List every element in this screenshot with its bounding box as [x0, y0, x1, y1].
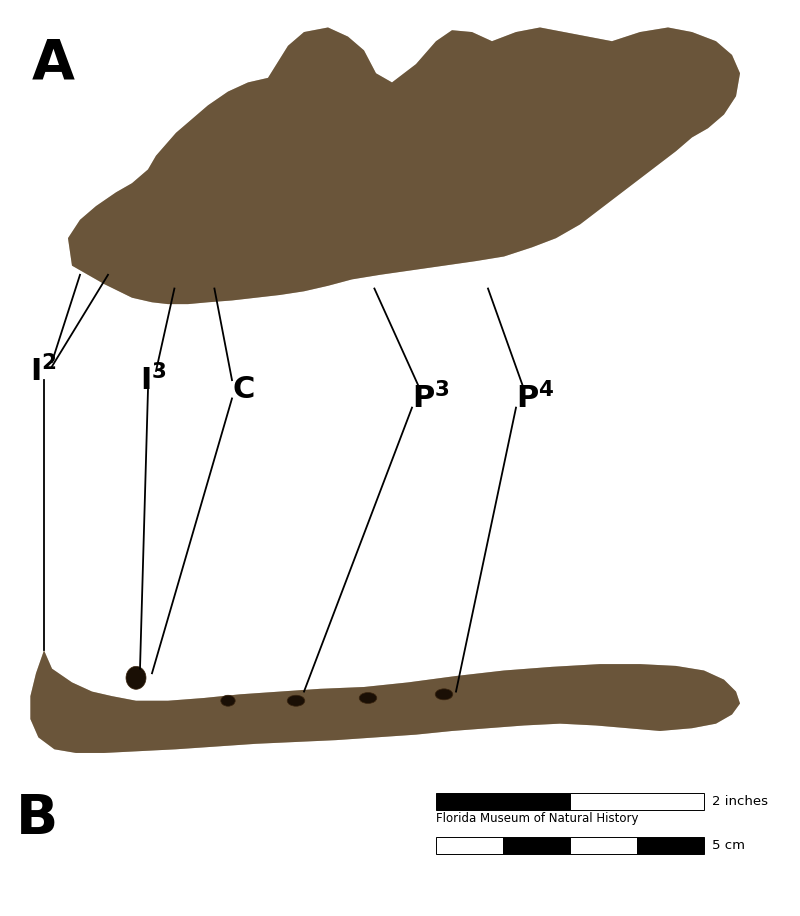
Text: $\mathbf{P}^{\mathbf{3}}$: $\mathbf{P}^{\mathbf{3}}$	[412, 382, 450, 415]
Polygon shape	[68, 27, 740, 304]
Bar	[436, 793, 570, 810]
Polygon shape	[68, 27, 740, 304]
Bar	[570, 837, 637, 854]
Bar	[436, 837, 503, 854]
Polygon shape	[30, 650, 740, 753]
Bar	[637, 837, 704, 854]
Text: $\mathbf{C}$: $\mathbf{C}$	[232, 375, 254, 404]
Bar	[570, 793, 704, 810]
Polygon shape	[30, 650, 740, 753]
Bar	[503, 837, 570, 854]
Text: B: B	[16, 792, 58, 846]
Ellipse shape	[287, 695, 305, 706]
Text: 2 inches: 2 inches	[712, 795, 768, 808]
Text: A: A	[32, 37, 75, 91]
Text: $\mathbf{I}^{\mathbf{3}}$: $\mathbf{I}^{\mathbf{3}}$	[140, 364, 166, 397]
Ellipse shape	[221, 695, 235, 706]
Text: $\mathbf{I}^{\mathbf{2}}$: $\mathbf{I}^{\mathbf{2}}$	[30, 354, 57, 387]
Text: $\mathbf{P}^{\mathbf{4}}$: $\mathbf{P}^{\mathbf{4}}$	[516, 382, 554, 415]
Text: Florida Museum of Natural History: Florida Museum of Natural History	[436, 812, 638, 825]
Text: 5 cm: 5 cm	[712, 839, 745, 852]
Ellipse shape	[359, 692, 377, 703]
Ellipse shape	[126, 667, 146, 689]
Ellipse shape	[435, 689, 453, 700]
